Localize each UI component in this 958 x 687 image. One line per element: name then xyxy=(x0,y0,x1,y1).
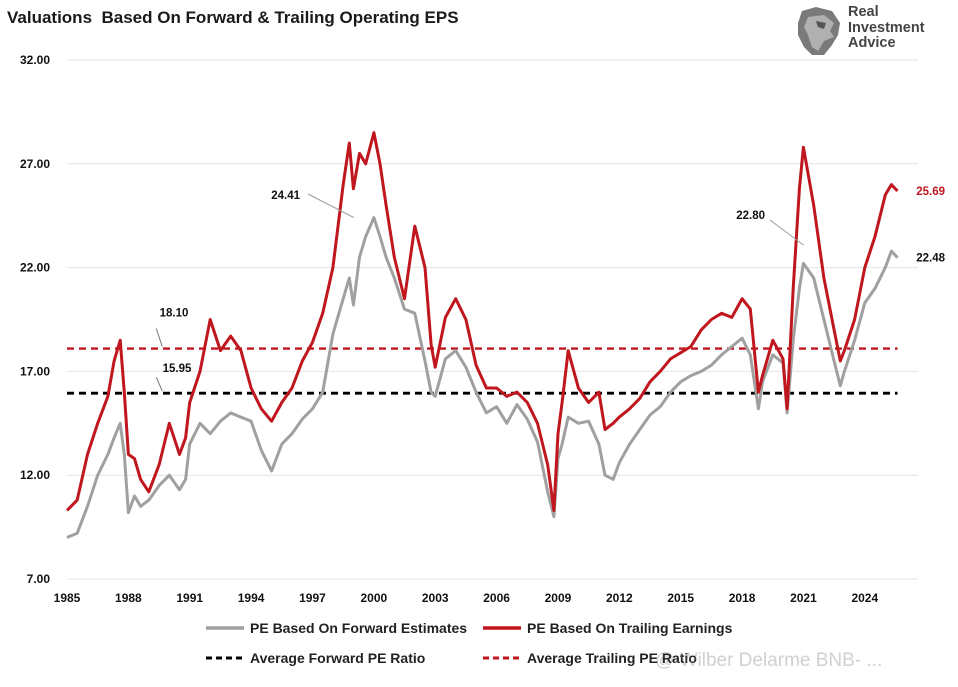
y-tick-label: 17.00 xyxy=(20,364,50,378)
x-tick-label: 2009 xyxy=(545,591,572,605)
y-tick-label: 22.00 xyxy=(20,261,50,275)
x-tick-label: 2006 xyxy=(483,591,510,605)
legend-avg-trailing-label: Average Trailing PE Ratio xyxy=(527,650,697,666)
legend-avg-forward-swatch xyxy=(206,656,244,660)
x-tick-label: 2015 xyxy=(667,591,694,605)
x-tick-label: 2024 xyxy=(851,591,878,605)
annotation-label: 18.10 xyxy=(160,308,189,320)
trailing-pe-series-line xyxy=(65,131,899,512)
legend-avg-trailing-swatch xyxy=(483,656,521,660)
legend-avg-forward-label: Average Forward PE Ratio xyxy=(250,650,426,666)
legend-forward-swatch xyxy=(206,626,244,630)
legend-trailing-swatch xyxy=(483,626,521,630)
annotation-label: 24.41 xyxy=(271,190,300,202)
annotation-leader xyxy=(769,219,804,246)
brand-name: Real Investment Advice xyxy=(848,4,925,51)
annotation-leader xyxy=(307,193,355,219)
grid-lines xyxy=(67,59,918,580)
legend-forward: PE Based On Forward Estimates xyxy=(206,620,467,636)
y-tick-label: 27.00 xyxy=(20,157,50,171)
y-tick-label: 12.00 xyxy=(20,468,50,482)
annotation-leader xyxy=(155,377,163,392)
x-tick-label: 1988 xyxy=(115,591,142,605)
x-tick-label: 2003 xyxy=(422,591,449,605)
brand-logo: Real Investment Advice xyxy=(794,4,934,57)
x-tick-label: 1997 xyxy=(299,591,326,605)
x-tick-label: 1985 xyxy=(54,591,81,605)
annotations: 24.41 22.80 25.69 22.48 18.10 15.95 xyxy=(155,186,946,392)
annotation-label: 22.48 xyxy=(916,253,945,265)
watermark: @ Wilber Delarme BNB- ... xyxy=(655,650,883,671)
x-tick-label: 2018 xyxy=(729,591,756,605)
legend-trailing: PE Based On Trailing Earnings xyxy=(483,620,732,636)
annotation-leader xyxy=(155,328,163,347)
annotation-label: 25.69 xyxy=(916,186,945,198)
y-tick-label: 32.00 xyxy=(20,53,50,67)
forward-pe-series-line xyxy=(66,216,899,539)
y-axis-ticks: 7.00 12.00 17.00 22.00 27.00 32.00 xyxy=(20,53,50,586)
x-tick-label: 1991 xyxy=(176,591,203,605)
legend-trailing-label: PE Based On Trailing Earnings xyxy=(527,620,733,636)
x-tick-label: 2000 xyxy=(360,591,387,605)
x-axis-ticks: 1985 1988 1991 1994 1997 2000 2003 2006 2009 2012… xyxy=(54,591,879,605)
annotation-label: 15.95 xyxy=(163,363,192,375)
chart-title: Valuations Based On Forward & Trailing O… xyxy=(7,8,459,27)
legend-avg-trailing: Average Trailing PE Ratio xyxy=(483,650,697,666)
x-tick-label: 2012 xyxy=(606,591,633,605)
legend-forward-label: PE Based On Forward Estimates xyxy=(250,620,468,636)
y-tick-label: 7.00 xyxy=(27,572,51,586)
legend-avg-forward: Average Forward PE Ratio xyxy=(206,650,425,666)
annotation-label: 22.80 xyxy=(736,210,765,222)
x-tick-label: 1994 xyxy=(238,591,265,605)
lion-head-icon xyxy=(798,7,840,55)
x-tick-label: 2021 xyxy=(790,591,817,605)
